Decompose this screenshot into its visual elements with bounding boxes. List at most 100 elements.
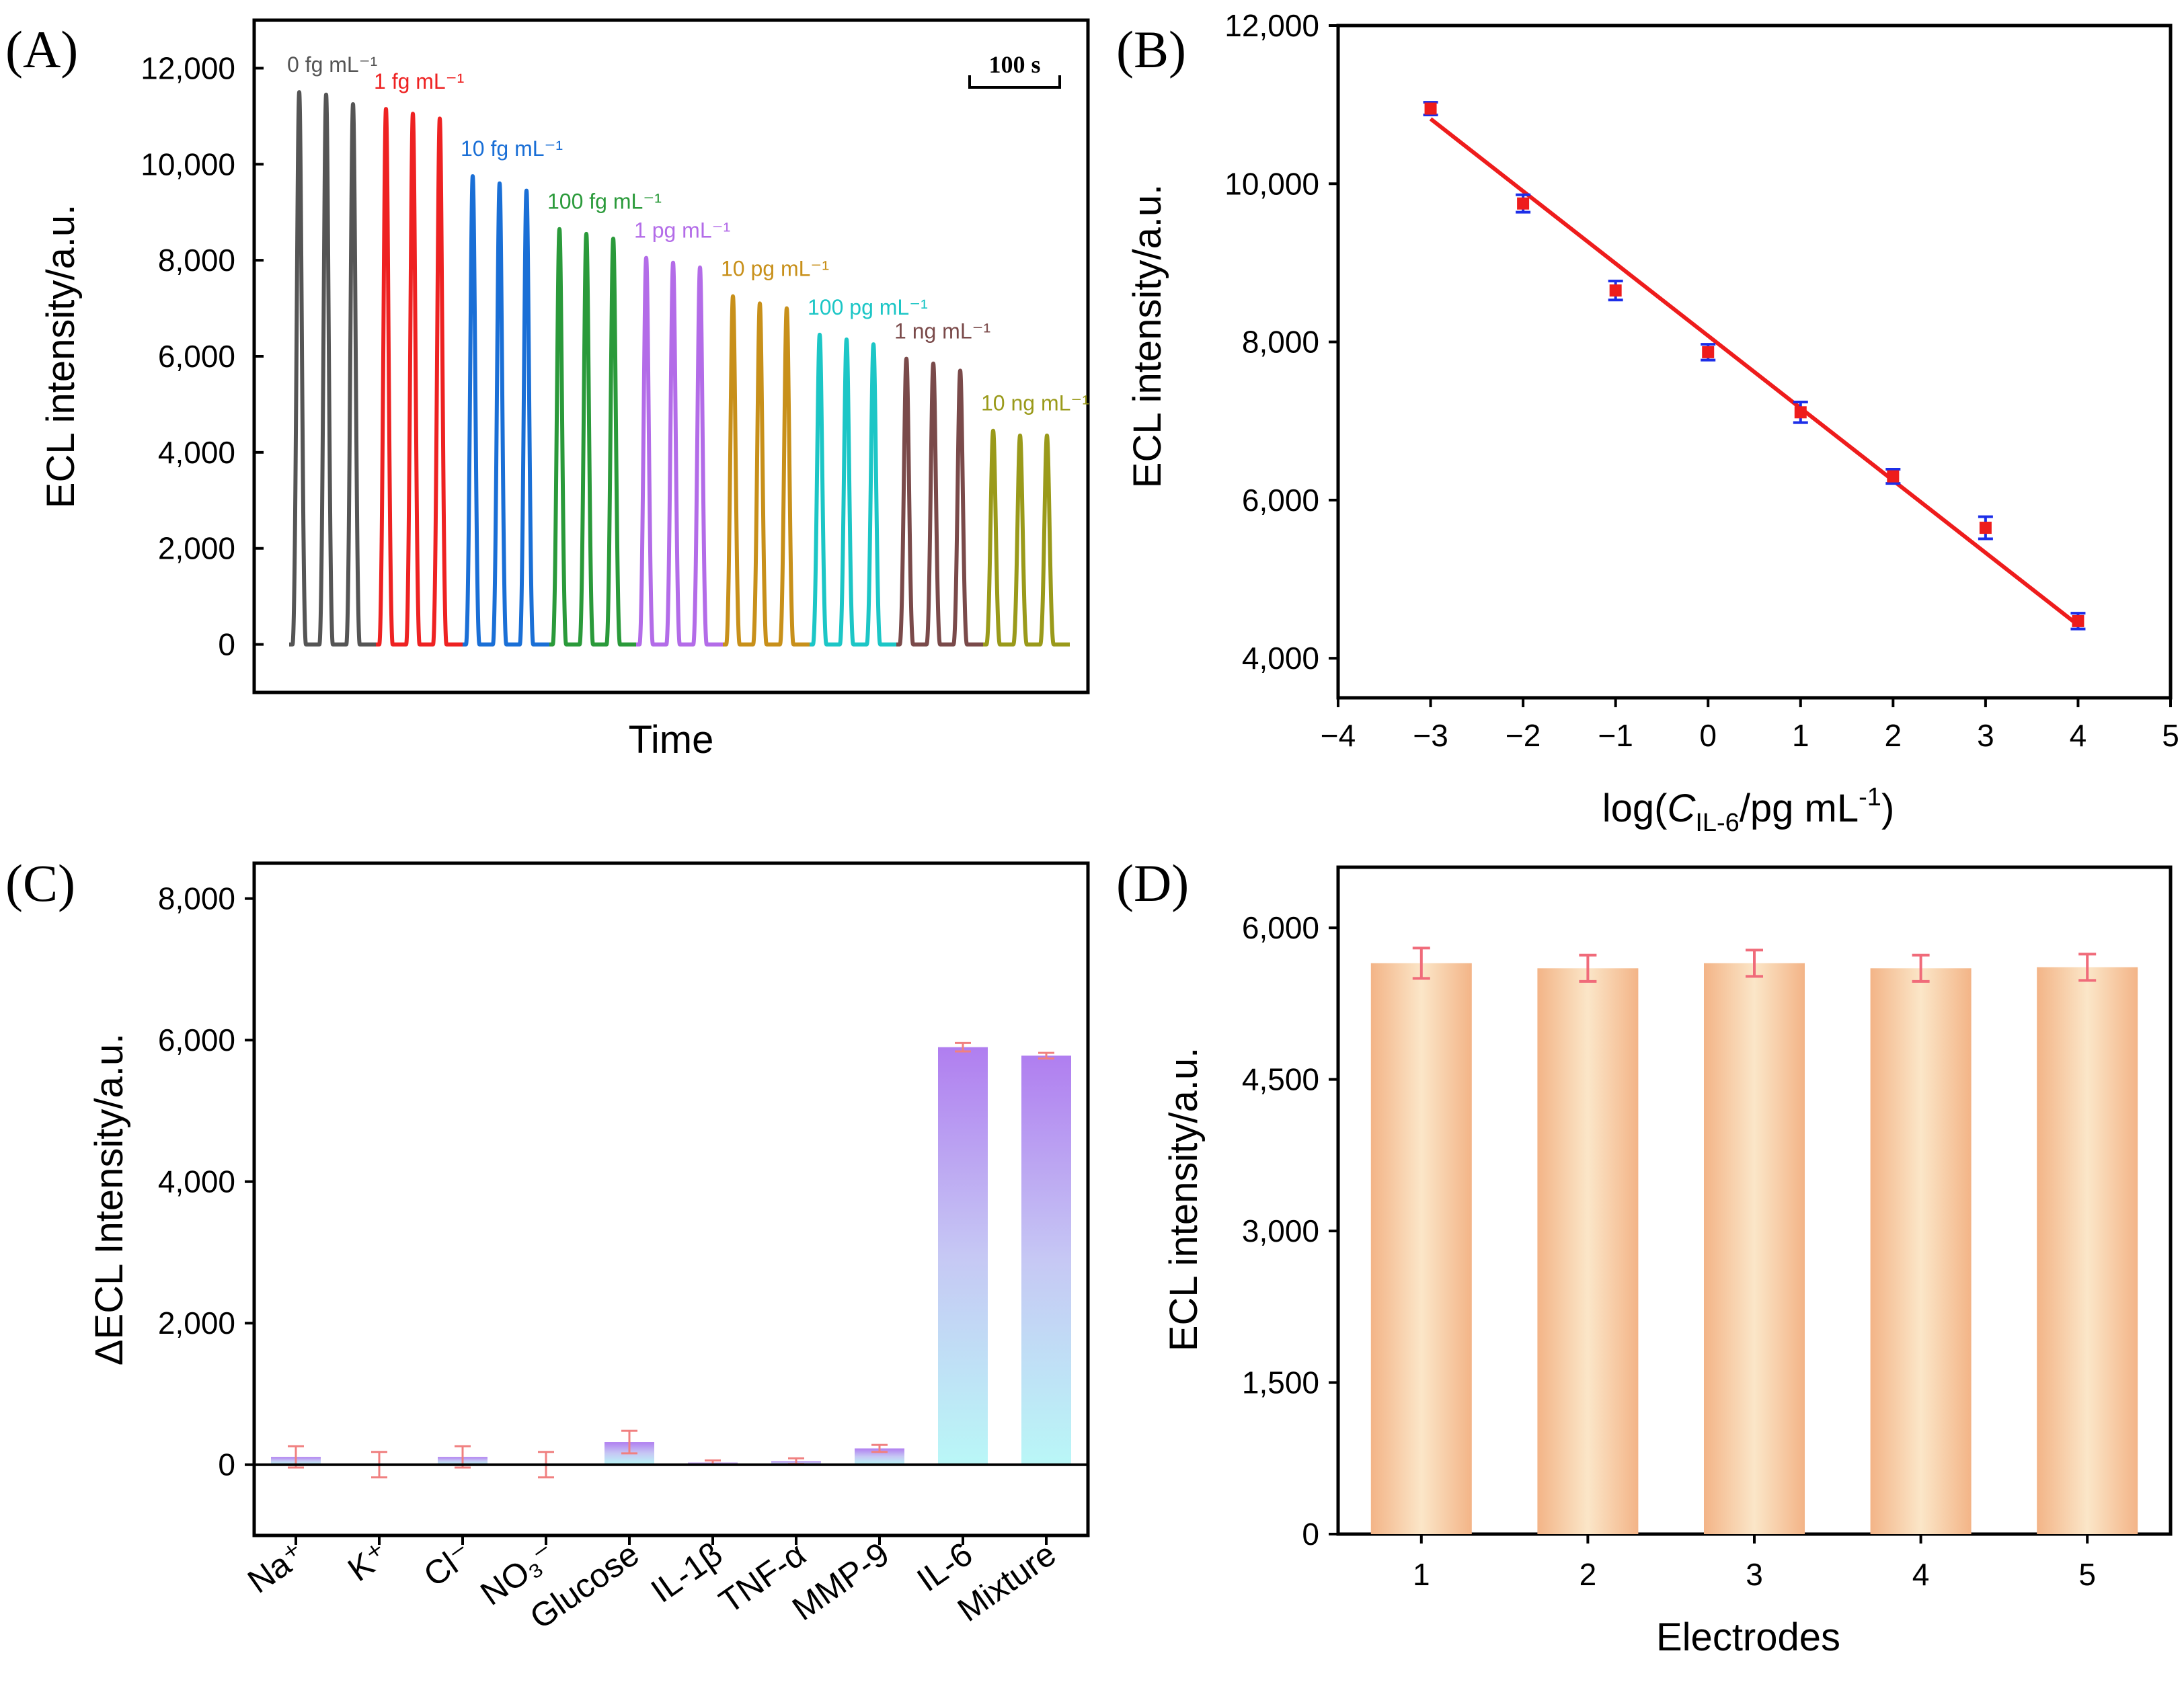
- panel-c-x-tick-label: Cl⁻: [417, 1535, 479, 1594]
- panel-d-y-tick-label: 0: [1302, 1517, 1319, 1552]
- panel-b-x-tick-label: −2: [1506, 718, 1540, 753]
- panel-c-bars: [254, 1041, 1088, 1479]
- panel-b-marker: [1517, 197, 1530, 210]
- panel-b-marker: [1424, 102, 1437, 115]
- panel-a-trace: [723, 294, 810, 647]
- panel-b-fit-line: [1429, 117, 2080, 627]
- panel-a-y-tick-label: 0: [218, 627, 235, 662]
- panel-c-y-tick-label: 8,000: [158, 881, 235, 916]
- panel-a-series-label: 0 fg mL⁻¹: [287, 52, 377, 77]
- panel-b-y-axis: 4,000 6,000 8,000 10,000 12,000: [1224, 8, 1338, 676]
- panel-c-bar: [1021, 1055, 1071, 1465]
- panel-d-y-tick-label: 6,000: [1242, 910, 1319, 945]
- panel-a-y-tick-label: 10,000: [141, 147, 235, 182]
- panel-b-data-point: [1793, 401, 1808, 424]
- panel-b-y-tick-label: 10,000: [1224, 166, 1319, 201]
- panel-a-y-tick-label: 2,000: [158, 531, 235, 566]
- panel-d-y-tick-label: 4,500: [1242, 1062, 1319, 1097]
- panel-a-series-label: 1 ng mL⁻¹: [894, 319, 990, 344]
- panel-d-y-tick-label: 1,500: [1242, 1365, 1319, 1400]
- panel-b-x-tick-label: 5: [2162, 718, 2179, 753]
- panel-label-b: (B): [1116, 20, 1186, 79]
- panel-b-x-tick-label: −4: [1321, 718, 1356, 753]
- panel-d-x-tick-label: 1: [1413, 1557, 1430, 1592]
- panel-c-x-tick-label: K⁺: [341, 1535, 395, 1589]
- panel-a-trace: [549, 227, 636, 647]
- panel-d-x-tick-label: 3: [1746, 1557, 1763, 1592]
- panel-d-x-label: Electrodes: [1656, 1615, 1840, 1659]
- panel-b-x-tick-label: 0: [1699, 718, 1717, 753]
- panel-a-series-label: 100 fg mL⁻¹: [547, 190, 662, 214]
- panel-a-series-label: 1 pg mL⁻¹: [634, 218, 730, 243]
- panel-d-bar: [1704, 963, 1805, 1534]
- panel-a-y-tick-label: 8,000: [158, 243, 235, 278]
- panel-b-x-tick-label: 3: [1977, 718, 1994, 753]
- panel-a-y-tick-label: 6,000: [158, 339, 235, 374]
- panel-label-d: (D): [1116, 854, 1189, 912]
- panel-b-x-tick-label: −1: [1598, 718, 1633, 753]
- panel-b-y-label: ECL intensity/a.u.: [1126, 184, 1169, 488]
- panel-a-series-label: 1 fg mL⁻¹: [374, 69, 464, 93]
- panel-b-y-tick-label: 12,000: [1224, 8, 1319, 43]
- panel-d-y-tick-label: 3,000: [1242, 1213, 1319, 1248]
- panel-a-series-labels: 0 fg mL⁻¹1 fg mL⁻¹ 10 fg mL⁻¹ 100 fg mL⁻¹ 1…: [287, 52, 1089, 415]
- panel-a-series-label: 10 ng mL⁻¹: [981, 391, 1089, 415]
- panel-a-trace: [289, 90, 376, 647]
- panel-a-trace: [983, 428, 1070, 647]
- panel-b-y-tick-label: 4,000: [1242, 641, 1319, 676]
- panel-a-y-tick-label: 12,000: [141, 50, 235, 85]
- panel-b-y-tick-label: 8,000: [1242, 325, 1319, 360]
- panel-c-y-tick-label: 2,000: [158, 1306, 235, 1340]
- panel-b-marker: [1979, 522, 1992, 534]
- panel-d-x-tick-label: 2: [1580, 1557, 1597, 1592]
- panel-a-series-label: 10 pg mL⁻¹: [721, 257, 829, 281]
- panel-b-marker: [1794, 406, 1807, 419]
- panel-d-y-axis: 0 1,500 3,000 4,500 6,000: [1242, 910, 1338, 1552]
- panel-d-y-label: ECL intensity/a.u.: [1162, 1047, 1206, 1351]
- panel-b-data-point: [1516, 193, 1531, 214]
- panel-c-y-tick-label: 0: [218, 1447, 235, 1482]
- panel-a-series-label: 100 pg mL⁻¹: [808, 295, 928, 319]
- panel-b-data-point: [1608, 280, 1623, 302]
- panel-b-x-tick-label: 2: [1885, 718, 1902, 753]
- panel-a-trace: [636, 255, 723, 647]
- panel-c-y-tick-label: 6,000: [158, 1023, 235, 1057]
- panel-a-trace: [896, 356, 983, 647]
- scale-bar-label: 100 s: [988, 51, 1040, 78]
- panel-b-data-point: [1885, 468, 1901, 485]
- panel-a-trace: [376, 107, 463, 647]
- panel-c-y-label: ΔECL Intensity/a.u.: [87, 1033, 131, 1365]
- panel-b-data-point: [1423, 101, 1438, 116]
- panel-a-trace: [463, 174, 549, 647]
- panel-c-bar: [938, 1047, 988, 1465]
- panel-b-data-point: [1978, 515, 1993, 540]
- panel-a-traces: [289, 90, 1070, 647]
- panel-d-bar: [1537, 968, 1639, 1534]
- panel-c-y-axis: 0 2,000 4,000 6,000 8,000: [158, 881, 254, 1482]
- panel-b-plot: [1423, 101, 2086, 631]
- panel-d-x-tick-label: 4: [1912, 1557, 1930, 1592]
- panel-b-marker: [1887, 470, 1900, 483]
- panel-b-marker: [2072, 614, 2084, 627]
- panel-d-bar: [1370, 963, 1472, 1534]
- panel-b-y-tick-label: 6,000: [1242, 483, 1319, 518]
- panel-b-frame: [1336, 24, 2173, 700]
- panel-a-y-tick-label: 4,000: [158, 435, 235, 470]
- panel-b-x-label: log(CIL-6/pg mL-1): [1602, 783, 1895, 837]
- panel-b-marker: [1609, 284, 1622, 297]
- panel-d-bars: [1370, 947, 2138, 1534]
- panel-d-chart: 0 1,500 3,000 4,500 6,000 1 2 3 4 5 Electrodes E…: [1162, 865, 2173, 1659]
- panel-b-x-axis: −4 −3 −2 −1 0 1 2 3 4 5: [1321, 698, 2179, 753]
- panel-d-bar: [2037, 967, 2138, 1534]
- panel-b-chart: 4,000 6,000 8,000 10,000 12,000 −4 −3 −2 −1 0 1 2 3…: [1126, 8, 2179, 837]
- panel-c-x-tick-label: IL-1β: [644, 1535, 729, 1610]
- panel-b-x-tick-label: 4: [2070, 718, 2087, 753]
- panel-a-y-axis: 0 2,000 4,000 6,000 8,000 10,000 12,000: [141, 50, 264, 662]
- panel-d-x-tick-label: 5: [2078, 1557, 2096, 1592]
- panel-a-trace: [810, 332, 896, 647]
- panel-a-chart: 0 2,000 4,000 6,000 8,000 10,000 12,000 0 fg m…: [39, 18, 1090, 762]
- panel-a-y-label: ECL intensity/a.u.: [39, 204, 83, 508]
